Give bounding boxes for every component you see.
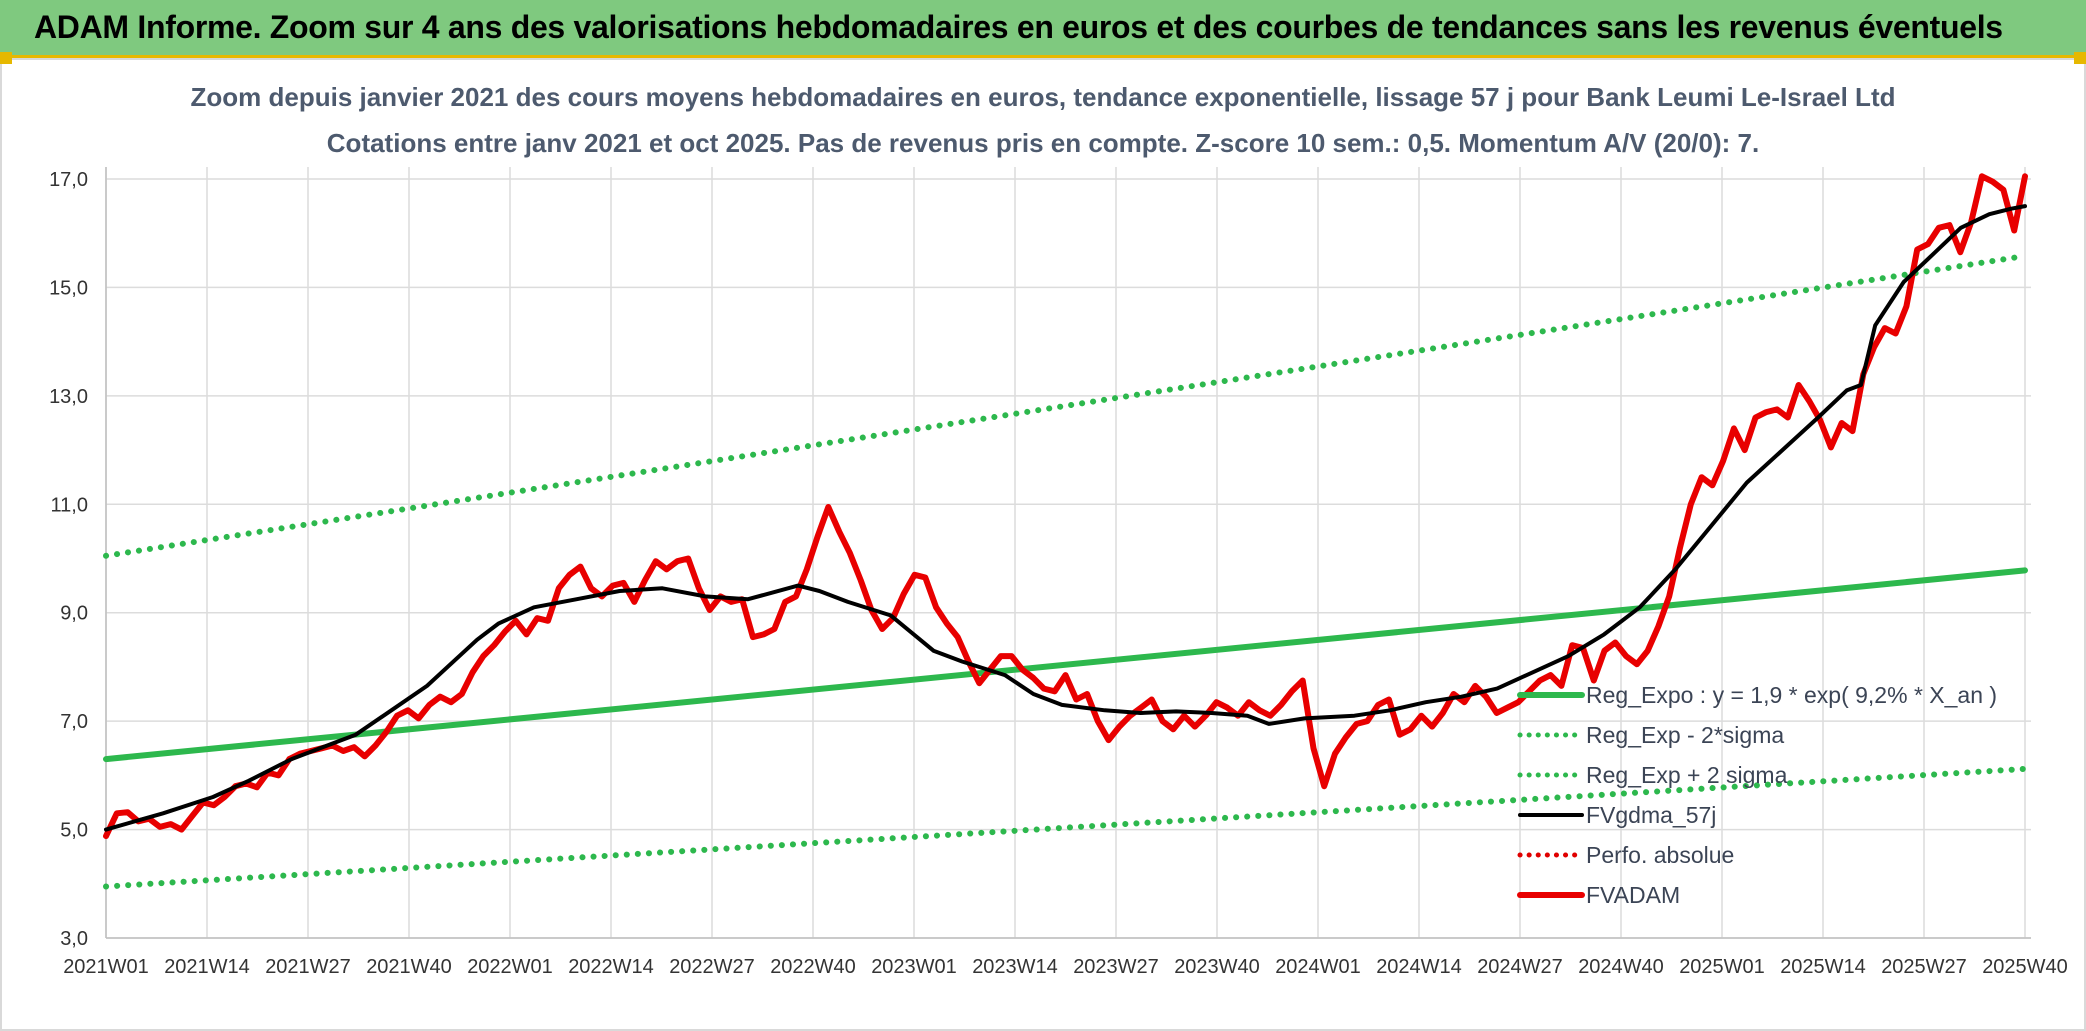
series-line-reg-exp-plus-2sigma xyxy=(103,253,2028,559)
x-tick-label: 2024W14 xyxy=(1376,956,1462,978)
y-tick-label: 5,0 xyxy=(60,820,88,842)
legend-label: Reg_Expo : y = 1,9 * exp( 9,2% * X_an ) xyxy=(1586,682,1997,708)
corner-marker-left xyxy=(0,52,12,64)
legend-label: FVADAM xyxy=(1586,882,1680,908)
x-tick-label: 2025W01 xyxy=(1679,956,1765,978)
chart-subtitle: Cotations entre janv 2021 et oct 2025. P… xyxy=(326,128,1760,158)
chart-frame xyxy=(0,58,2086,1031)
y-tick-label: 15,0 xyxy=(49,277,88,299)
y-tick-label: 7,0 xyxy=(60,711,88,733)
report-banner: ADAM Informe. Zoom sur 4 ans des valoris… xyxy=(0,0,2086,58)
x-tick-label: 2021W27 xyxy=(265,956,351,978)
x-tick-label: 2022W01 xyxy=(467,956,553,978)
x-tick-label: 2021W14 xyxy=(164,956,250,978)
x-tick-label: 2024W01 xyxy=(1275,956,1361,978)
legend-label: Reg_Exp + 2 sigma xyxy=(1586,762,1788,788)
x-tick-label: 2023W27 xyxy=(1073,956,1159,978)
series-line-reg-expo xyxy=(103,567,2028,763)
chart-title: Zoom depuis janvier 2021 des cours moyen… xyxy=(190,82,1896,112)
x-tick-label: 2022W27 xyxy=(669,956,755,978)
x-tick-label: 2024W40 xyxy=(1578,956,1664,978)
y-tick-label: 11,0 xyxy=(51,494,88,516)
legend-label: FVgdma_57j xyxy=(1586,802,1716,828)
x-tick-label: 2022W40 xyxy=(770,956,856,978)
legend-label: Perfo. absolue xyxy=(1586,842,1734,868)
x-tick-label: 2025W27 xyxy=(1881,956,1967,978)
series-line-fvgdma-57j xyxy=(104,204,2027,832)
legend-label: Reg_Exp - 2*sigma xyxy=(1586,722,1784,748)
x-tick-label: 2023W40 xyxy=(1174,956,1260,978)
x-tick-label: 2023W01 xyxy=(871,956,957,978)
y-tick-label: 9,0 xyxy=(60,603,88,625)
report-title: ADAM Informe. Zoom sur 4 ans des valoris… xyxy=(34,9,2003,45)
series-line-reg-exp-minus-2sigma xyxy=(103,765,2028,890)
x-tick-label: 2021W01 xyxy=(63,956,149,978)
y-tick-label: 3,0 xyxy=(60,928,88,950)
series-line-fvadam xyxy=(103,173,2028,840)
x-tick-label: 2025W14 xyxy=(1780,956,1866,978)
corner-marker-right xyxy=(2074,52,2086,64)
x-tick-label: 2025W40 xyxy=(1982,956,2068,978)
y-tick-label: 17,0 xyxy=(49,169,88,191)
x-tick-label: 2024W27 xyxy=(1477,956,1563,978)
x-tick-label: 2021W40 xyxy=(366,956,452,978)
x-tick-label: 2022W14 xyxy=(568,956,654,978)
y-tick-label: 13,0 xyxy=(49,386,88,408)
x-tick-label: 2023W14 xyxy=(972,956,1058,978)
